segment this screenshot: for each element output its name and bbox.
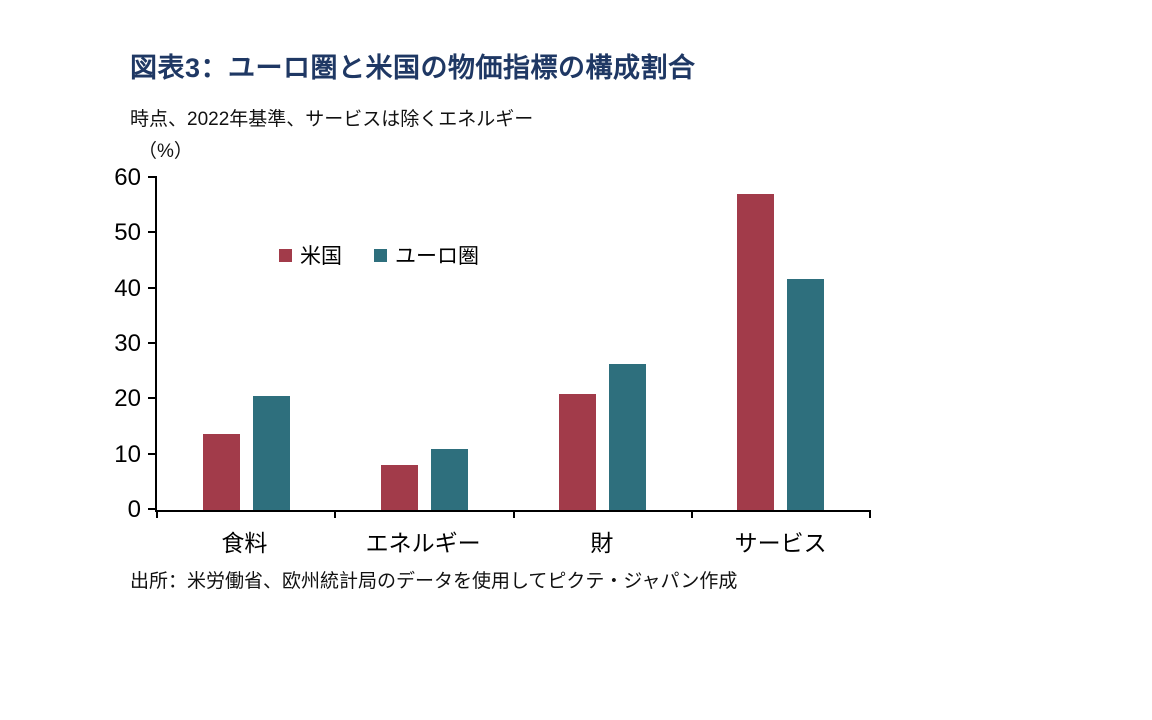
y-tick-label: 30 <box>114 330 141 357</box>
bar-group-4 <box>692 178 870 510</box>
y-tick-mark <box>148 176 157 178</box>
x-tick-mark <box>334 510 337 518</box>
plot-area: 米国 ユーロ圏 0 10 20 30 40 50 60 <box>114 166 871 522</box>
y-tick-label: 60 <box>114 164 141 191</box>
y-tick-label: 50 <box>114 219 141 247</box>
y-tick-label: 40 <box>114 274 141 302</box>
bar-us-2 <box>380 465 418 510</box>
bar-group-1 <box>157 178 335 510</box>
y-tick-mark <box>148 342 157 344</box>
x-tick-mark <box>690 510 693 518</box>
bar-euro-3 <box>609 363 647 510</box>
legend-label-us: 米国 <box>300 245 342 268</box>
y-axis-unit-label: （%） <box>138 141 193 162</box>
x-axis-label-2: エネルギー <box>365 530 481 556</box>
bar-us-1 <box>202 433 240 510</box>
legend-item-us: 米国 <box>279 240 342 270</box>
bar-euro-2 <box>430 449 468 510</box>
bar-group-2 <box>335 178 513 510</box>
x-axis-label-1: 食料 <box>221 530 268 556</box>
legend-swatch-euro-icon <box>374 248 387 262</box>
y-tick-label: 20 <box>114 385 141 413</box>
x-axis-label-3: 財 <box>590 530 614 556</box>
y-tick-mark <box>148 397 157 400</box>
bars-container <box>157 178 870 510</box>
x-axis-label-4: サービス <box>734 530 827 556</box>
y-tick-label: 0 <box>127 496 141 523</box>
x-tick-mark <box>156 510 158 518</box>
bar-group-3 <box>514 178 692 510</box>
y-tick-mark <box>148 452 157 455</box>
x-tick-mark <box>869 510 871 518</box>
legend-swatch-us-icon <box>279 248 292 262</box>
y-tick-label: 10 <box>114 440 141 468</box>
bar-euro-4 <box>787 279 825 510</box>
bar-us-3 <box>559 393 597 510</box>
legend: 米国 ユーロ圏 <box>279 240 479 270</box>
source-note: 出所：米労働省、欧州統計局のデータを使用してピクテ・ジャパン作成 <box>130 571 738 592</box>
legend-label-euro: ユーロ圏 <box>395 245 479 268</box>
x-tick-mark <box>512 510 515 518</box>
chart-title: 図表3：ユーロ圏と米国の物価指標の構成割合 <box>130 53 696 83</box>
bar-euro-1 <box>252 396 290 510</box>
y-tick-mark <box>148 231 157 234</box>
legend-item-euro: ユーロ圏 <box>374 240 479 270</box>
y-tick-mark <box>148 508 157 510</box>
bar-us-4 <box>737 193 775 510</box>
chart-subtitle: 時点、2022年基準、サービスは除くエネルギー <box>130 109 534 130</box>
y-tick-mark <box>148 286 157 289</box>
x-axis-labels: 食料 エネルギー 財 サービス <box>155 524 870 558</box>
